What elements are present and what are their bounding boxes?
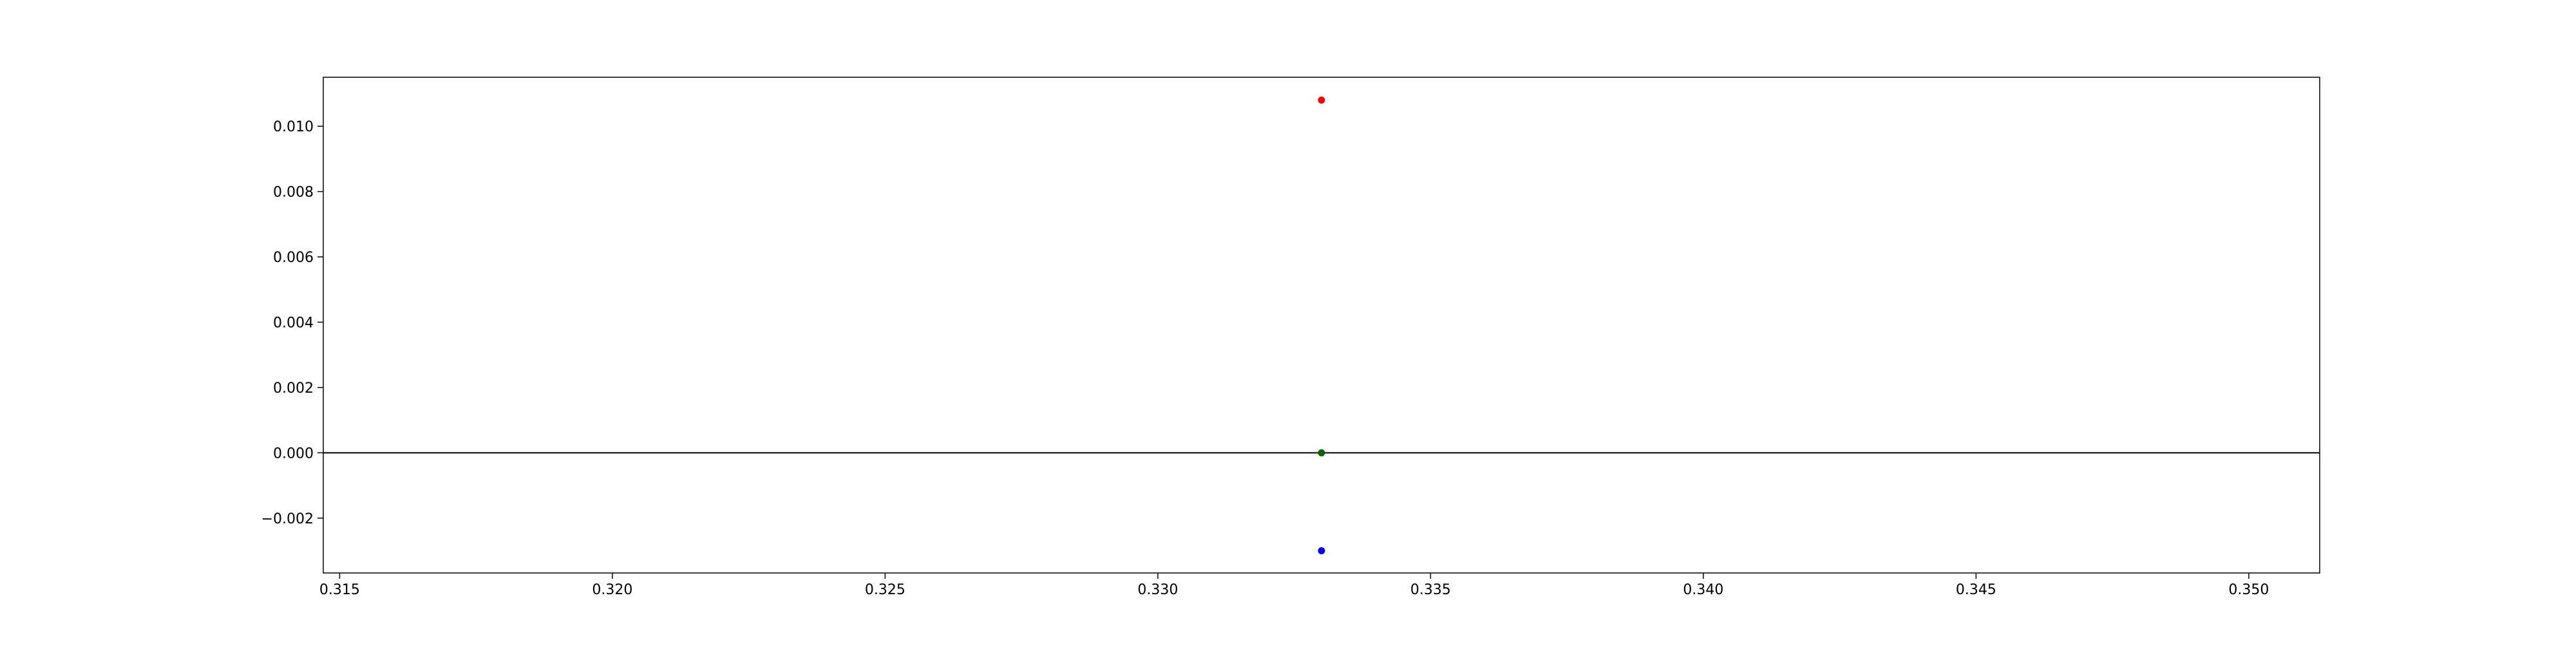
data-point <box>1318 547 1325 555</box>
y-tick-label: 0.000 <box>273 445 314 462</box>
x-tick-label: 0.325 <box>865 582 905 598</box>
x-axis: 0.315 0.320 0.325 0.330 0.335 0.340 0.345 0.350 <box>319 573 2269 598</box>
x-tick-label: 0.320 <box>592 582 632 598</box>
y-tick-label: 0.002 <box>273 380 314 397</box>
x-tick-label: 0.335 <box>1410 582 1451 598</box>
y-axis: −0.002 0.000 0.002 0.004 0.006 0.008 0.010 <box>261 119 323 527</box>
data-points <box>1318 97 1325 555</box>
plot-frame <box>323 77 2320 574</box>
x-tick-label: 0.315 <box>319 582 360 598</box>
y-tick-label: 0.010 <box>273 119 314 135</box>
y-tick-label: −0.002 <box>261 511 314 527</box>
x-tick-label: 0.345 <box>1956 582 1996 598</box>
y-tick-label: 0.006 <box>273 250 314 266</box>
y-tick-label: 0.004 <box>273 315 314 331</box>
x-tick-label: 0.350 <box>2228 582 2269 598</box>
data-point <box>1318 449 1325 456</box>
x-tick-label: 0.330 <box>1137 582 1178 598</box>
y-tick-label: 0.008 <box>273 185 314 201</box>
data-point <box>1318 97 1325 104</box>
x-tick-label: 0.340 <box>1683 582 1723 598</box>
